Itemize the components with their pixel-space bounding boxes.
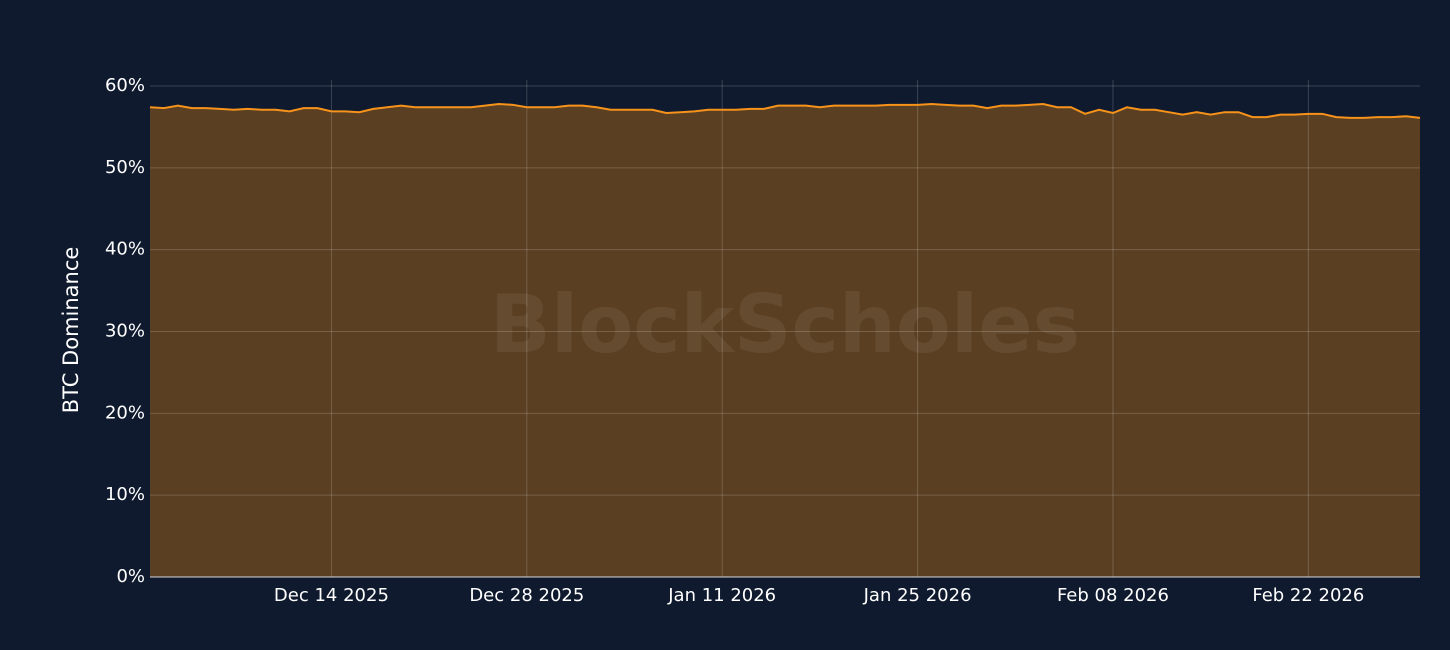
watermark: BlockScholes: [490, 278, 1080, 371]
area-line: [149, 102, 1421, 119]
y-axis-label: BTC Dominance: [59, 247, 83, 414]
y-tick-label: 50%: [105, 157, 145, 178]
y-tick-label: 30%: [105, 321, 145, 342]
y-tick-label: 10%: [105, 484, 145, 505]
y-tick-label: 60%: [105, 75, 145, 96]
x-tick-label: Feb 08 2026: [1057, 585, 1169, 606]
x-tick-label: Jan 11 2026: [667, 585, 776, 606]
x-tick-label: Feb 22 2026: [1252, 585, 1364, 606]
x-tick-label: Jan 25 2026: [863, 585, 972, 606]
y-tick-label: 20%: [105, 402, 145, 423]
plot-area: 0% 10% 20% 30% 40% 50% 60% Dec 14 2025 Dec 28 20…: [105, 75, 1421, 606]
x-tick-label: Dec 28 2025: [469, 585, 584, 606]
area-fill: [150, 104, 1420, 577]
x-tick-label: Dec 14 2025: [274, 585, 389, 606]
y-tick-label: 40%: [105, 239, 145, 260]
y-tick-label: 0%: [116, 566, 145, 587]
